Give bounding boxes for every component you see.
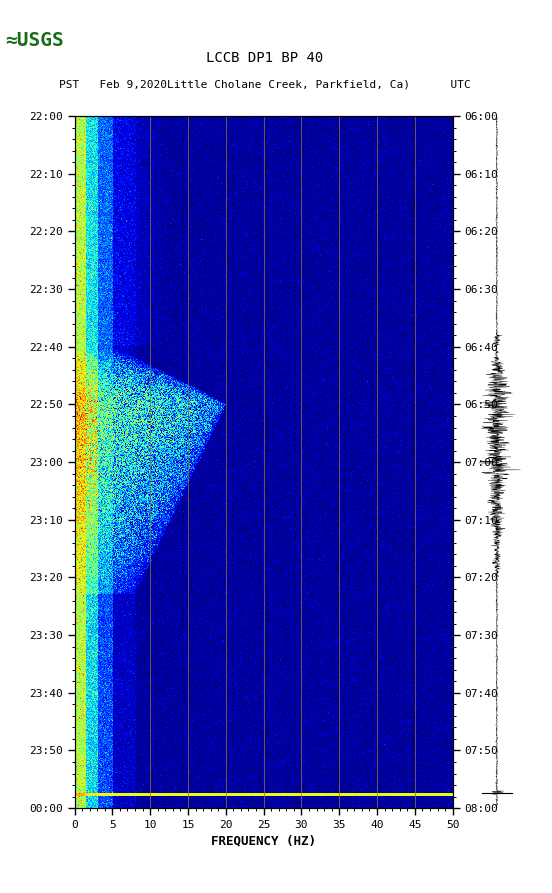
Text: ≈USGS: ≈USGS xyxy=(6,31,64,50)
X-axis label: FREQUENCY (HZ): FREQUENCY (HZ) xyxy=(211,834,316,847)
Text: PST   Feb 9,2020Little Cholane Creek, Parkfield, Ca)      UTC: PST Feb 9,2020Little Cholane Creek, Park… xyxy=(59,79,471,90)
Text: LCCB DP1 BP 40: LCCB DP1 BP 40 xyxy=(206,51,323,65)
